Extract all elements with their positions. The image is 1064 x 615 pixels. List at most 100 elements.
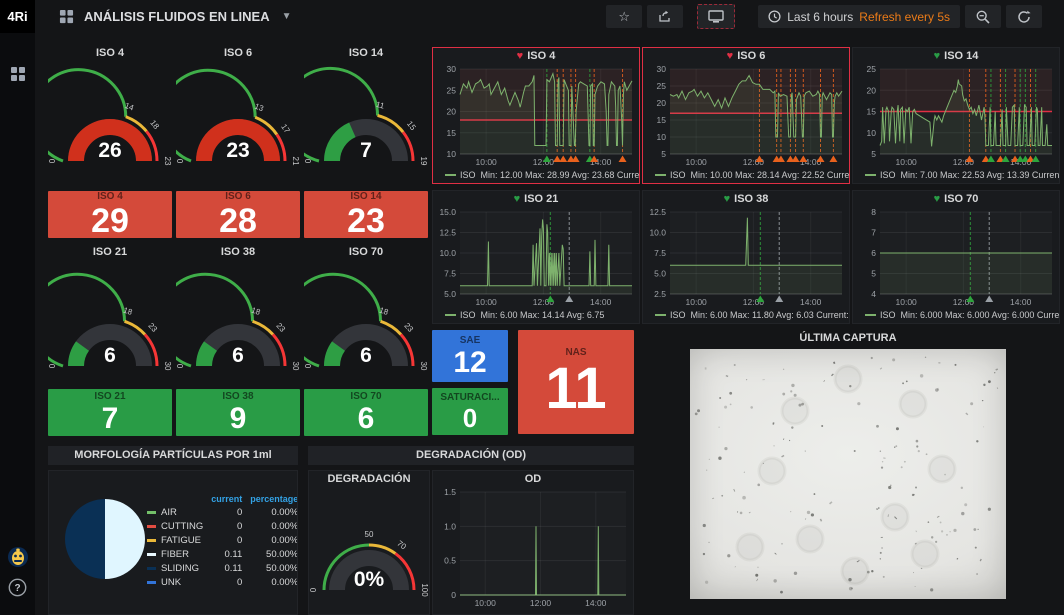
gauge: 23 0 13 17 21 (176, 68, 300, 166)
timeseries-panel-iso6[interactable]: ♥ ISO 6 5 10 15 20 25 30 10:00 12:00 14:00 ISO Min:… (642, 47, 850, 184)
panel-title[interactable]: ISO 38 (220, 246, 256, 258)
panel-title[interactable]: ISO 21 (92, 246, 128, 258)
svg-text:17: 17 (279, 122, 292, 135)
panel-title[interactable]: ISO 14 (348, 47, 384, 59)
bot-avatar-icon[interactable] (0, 546, 35, 568)
series-legend[interactable]: ISO Min: 12.00 Max: 28.99 Avg: 23.68 Cur… (433, 168, 639, 181)
gauge-panel-iso6[interactable]: ISO 6 23 0 13 17 21 (176, 45, 300, 185)
gauge: 6 0 18 23 30 (304, 272, 428, 371)
svg-text:5.0: 5.0 (444, 289, 456, 299)
svg-text:1.5: 1.5 (444, 487, 456, 497)
stat-iso4[interactable]: ISO 4 29 (48, 191, 172, 238)
panel-title[interactable]: ♥ ISO 21 (513, 193, 559, 205)
app-logo[interactable]: 4Ri (0, 0, 35, 33)
gauge-panel-iso4[interactable]: ISO 4 26 0 14 18 23 (48, 45, 172, 185)
svg-text:10:00: 10:00 (476, 157, 498, 167)
panel-title[interactable]: ♥ ISO 14 (933, 50, 979, 62)
svg-text:25: 25 (867, 64, 877, 74)
gauge-panel-iso21[interactable]: ISO 21 6 0 18 23 30 (48, 244, 172, 390)
dashboard-title[interactable]: ANÁLISIS FLUIDOS EN LINEA (84, 9, 270, 24)
pie-panel-morfologia[interactable]: current percentage AIR 0 0.00% CUTTING 0 0.00% F… (48, 470, 298, 615)
stat-iso21[interactable]: ISO 21 7 (48, 389, 172, 436)
svg-text:14:00: 14:00 (590, 297, 612, 307)
svg-text:23: 23 (226, 139, 249, 162)
svg-text:15: 15 (867, 107, 877, 117)
panel-title[interactable]: OD (524, 473, 542, 485)
svg-text:5: 5 (871, 149, 876, 159)
svg-text:20: 20 (447, 107, 457, 117)
svg-text:10: 10 (447, 149, 457, 159)
gauge-panel-iso14[interactable]: ISO 14 7 0 11 15 19 (304, 45, 428, 185)
gauge-panel-iso38[interactable]: ISO 38 6 0 18 23 30 (176, 244, 300, 390)
svg-text:30: 30 (291, 362, 300, 371)
stat-iso6[interactable]: ISO 6 28 (176, 191, 300, 238)
svg-text:12:00: 12:00 (953, 297, 975, 307)
stat-iso70[interactable]: ISO 70 6 (304, 389, 428, 436)
series-legend[interactable]: ISO Min: 6.000 Max: 6.000 Avg: 6.000 Cur… (853, 308, 1059, 321)
dashboard-grid-icon[interactable] (59, 9, 74, 24)
pie-legend: current percentage AIR 0 0.00% CUTTING 0 0.00% F… (147, 493, 298, 590)
series-legend[interactable]: ISO Min: 7.00 Max: 22.53 Avg: 13.39 Curr… (853, 168, 1059, 181)
timeseries-panel-iso38[interactable]: ♥ ISO 38 2.5 5.0 7.5 10.0 12.5 10:00 12:00 14:00 I… (642, 190, 850, 324)
gauge-panel-degradacion[interactable]: DEGRADACIÓN 0% 0 50 70 100 (308, 470, 430, 615)
tv-mode-button[interactable] (697, 4, 736, 29)
series-legend[interactable]: ISO Min: 6.00 Max: 11.80 Avg: 6.03 Curre… (643, 308, 849, 321)
timeseries-panel-iso4[interactable]: ♥ ISO 4 10 15 20 25 30 10:00 12:00 14:00 ISO Min: … (432, 47, 640, 184)
refresh-button[interactable] (1006, 5, 1042, 28)
stat-saturacion[interactable]: SATURACI... 0 (432, 388, 508, 435)
legend-col-current[interactable]: current (211, 494, 243, 504)
gauge: 26 0 14 18 23 (48, 68, 172, 166)
svg-text:0: 0 (304, 158, 313, 163)
row-header-degradacion[interactable]: DEGRADACIÓN (OD) (308, 446, 634, 465)
top-navbar: ANÁLISIS FLUIDOS EN LINEA ▼ ☆ Last 6 hou… (35, 0, 1064, 33)
svg-text:30: 30 (657, 64, 667, 74)
svg-text:14:00: 14:00 (585, 598, 607, 608)
legend-row[interactable]: FATIGUE 0 0.00% (147, 534, 297, 548)
legend-row[interactable]: AIR 0 0.00% (147, 506, 297, 520)
series-legend[interactable]: ISO Min: 10.00 Max: 28.14 Avg: 22.52 Cur… (643, 168, 849, 181)
svg-text:6: 6 (871, 248, 876, 258)
timeseries-panel-od[interactable]: OD 0 0.5 1.0 1.5 10:00 12:00 14:00 (432, 470, 634, 615)
dashboards-icon[interactable] (0, 66, 35, 82)
legend-swatch (147, 524, 156, 528)
svg-text:12:00: 12:00 (953, 157, 975, 167)
svg-text:15: 15 (405, 119, 418, 132)
stat-sae[interactable]: SAE 12 (432, 330, 508, 382)
help-icon[interactable]: ? (0, 578, 35, 597)
legend-col-percentage[interactable]: percentage (250, 494, 298, 504)
svg-text:50: 50 (365, 530, 374, 539)
series-legend[interactable]: ISO Min: 6.00 Max: 14.14 Avg: 6.75 (433, 308, 639, 321)
stat-title: ISO 6 (225, 191, 251, 202)
panel-title[interactable]: ISO 4 (95, 47, 125, 59)
timeseries-panel-iso21[interactable]: ♥ ISO 21 5.0 7.5 10.0 12.5 15.0 10:00 12:00 14:00… (432, 190, 640, 324)
zoom-out-button[interactable] (965, 5, 1001, 28)
gauge-panel-iso70[interactable]: ISO 70 6 0 18 23 30 (304, 244, 428, 390)
legend-row[interactable]: SLIDING 0.11 50.00% (147, 562, 297, 576)
stat-iso14[interactable]: ISO 14 23 (304, 191, 428, 238)
panel-title[interactable]: ♥ ISO 6 (726, 50, 766, 62)
row-header-morfologia[interactable]: MORFOLOGÍA PARTÍCULAS POR 1ml (48, 446, 298, 465)
capture-panel-title[interactable]: ÚLTIMA CAPTURA (799, 332, 897, 344)
legend-row[interactable]: UNK 0 0.00% (147, 576, 297, 590)
time-series-plot: 4 5 6 7 8 10:00 12:00 14:00 (871, 207, 1052, 307)
legend-row[interactable]: CUTTING 0 0.00% (147, 520, 297, 534)
stat-nas[interactable]: NAS 11 (518, 330, 634, 434)
panel-title[interactable]: ♥ ISO 38 (723, 193, 769, 205)
panel-title[interactable]: ISO 6 (223, 47, 253, 59)
panel-title[interactable]: ♥ ISO 4 (516, 50, 556, 62)
chevron-down-icon[interactable]: ▼ (281, 11, 292, 22)
svg-text:7.5: 7.5 (444, 269, 456, 279)
timeseries-panel-iso70[interactable]: ♥ ISO 70 4 5 6 7 8 10:00 12:00 14:00 ISO Min: 6.00… (852, 190, 1060, 324)
panel-title[interactable]: ISO 70 (348, 246, 384, 258)
share-button[interactable] (647, 5, 684, 28)
panel-title[interactable]: DEGRADACIÓN (327, 473, 411, 485)
time-picker[interactable]: Last 6 hours Refresh every 5s (758, 5, 960, 28)
ok-heart-icon: ♥ (723, 193, 731, 205)
panel-title[interactable]: ♥ ISO 70 (933, 193, 979, 205)
svg-text:23: 23 (146, 321, 159, 334)
legend-row[interactable]: FIBER 0.11 50.00% (147, 548, 297, 562)
sidebar: 4Ri ? (0, 0, 35, 615)
stat-iso38[interactable]: ISO 38 9 (176, 389, 300, 436)
star-button[interactable]: ☆ (606, 5, 643, 28)
